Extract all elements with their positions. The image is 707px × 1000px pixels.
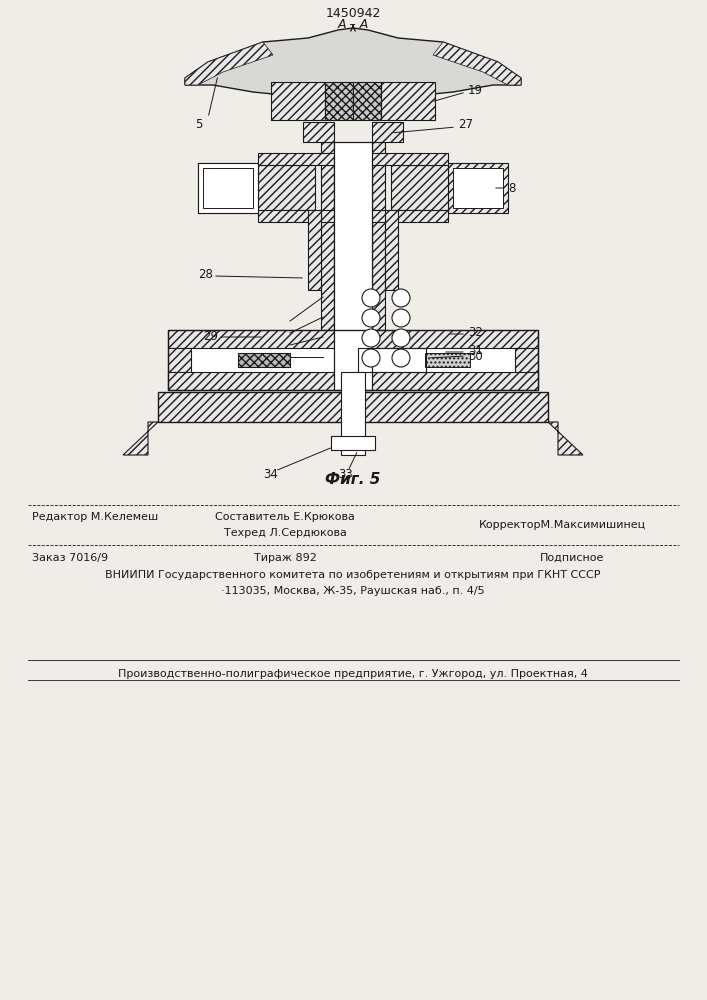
Bar — [191, 348, 515, 372]
Polygon shape — [433, 42, 521, 85]
Text: 28: 28 — [198, 268, 213, 282]
Bar — [372, 142, 385, 330]
Bar — [258, 153, 448, 165]
Bar — [448, 163, 508, 213]
Text: Фиг. 5: Фиг. 5 — [325, 473, 380, 488]
Text: КорректорМ.Максимишинец: КорректорМ.Максимишинец — [479, 520, 646, 530]
Text: Подписное: Подписное — [540, 553, 604, 563]
Text: Составитель Е.Крюкова: Составитель Е.Крюкова — [215, 512, 355, 522]
Bar — [258, 210, 448, 222]
Text: 5: 5 — [195, 118, 202, 131]
Bar — [158, 392, 548, 422]
Bar — [238, 353, 290, 367]
Bar — [425, 353, 470, 367]
Text: 19: 19 — [468, 84, 483, 97]
Bar — [325, 82, 353, 120]
Polygon shape — [185, 42, 273, 85]
Text: ·113035, Москва, Ж-35, Раушская наб., п. 4/5: ·113035, Москва, Ж-35, Раушская наб., п.… — [221, 586, 485, 596]
Text: ВНИИПИ Государственного комитета по изобретениям и открытиям при ГКНТ СССР: ВНИИПИ Государственного комитета по изоб… — [105, 570, 601, 580]
Bar — [308, 210, 321, 290]
Bar — [331, 436, 375, 450]
Bar — [168, 348, 191, 390]
Text: 30: 30 — [468, 350, 483, 362]
Polygon shape — [548, 422, 583, 455]
Circle shape — [362, 309, 380, 327]
Circle shape — [392, 309, 410, 327]
Text: 8: 8 — [508, 182, 515, 194]
Circle shape — [392, 349, 410, 367]
Text: 29: 29 — [203, 330, 218, 344]
Circle shape — [362, 349, 380, 367]
Bar — [453, 168, 503, 208]
Circle shape — [362, 329, 380, 347]
Polygon shape — [123, 422, 158, 455]
Bar — [198, 163, 258, 213]
Bar — [341, 372, 365, 455]
Bar — [321, 142, 334, 330]
Bar — [372, 122, 403, 142]
Text: 1450942: 1450942 — [325, 7, 380, 20]
Bar — [391, 165, 448, 210]
Text: Редактор М.Келемеш: Редактор М.Келемеш — [32, 512, 158, 522]
Polygon shape — [185, 28, 521, 98]
Bar — [271, 82, 325, 120]
Circle shape — [362, 289, 380, 307]
Bar — [198, 163, 258, 213]
Text: 32: 32 — [468, 326, 483, 338]
Text: Тираж 892: Тираж 892 — [254, 553, 317, 563]
Bar — [515, 348, 538, 390]
Text: Заказ 7016/9: Заказ 7016/9 — [32, 553, 108, 563]
Text: 27: 27 — [458, 118, 473, 131]
Bar — [353, 82, 381, 120]
Bar — [358, 348, 426, 372]
Bar — [381, 82, 435, 120]
Text: Производственно-полиграфическое предприятие, г. Ужгород, ул. Проектная, 4: Производственно-полиграфическое предприя… — [118, 669, 588, 679]
Bar — [385, 210, 398, 290]
Bar — [168, 372, 538, 390]
Bar — [168, 330, 538, 348]
Circle shape — [392, 289, 410, 307]
Text: 33: 33 — [338, 468, 353, 482]
Text: A – A: A – A — [337, 18, 368, 31]
Bar — [334, 142, 372, 390]
Bar — [258, 165, 315, 210]
Text: 34: 34 — [263, 468, 278, 482]
Bar — [303, 122, 334, 142]
Circle shape — [392, 329, 410, 347]
Text: 31: 31 — [468, 344, 483, 357]
Bar — [203, 168, 253, 208]
Text: Техред Л.Сердюкова: Техред Л.Сердюкова — [223, 528, 346, 538]
